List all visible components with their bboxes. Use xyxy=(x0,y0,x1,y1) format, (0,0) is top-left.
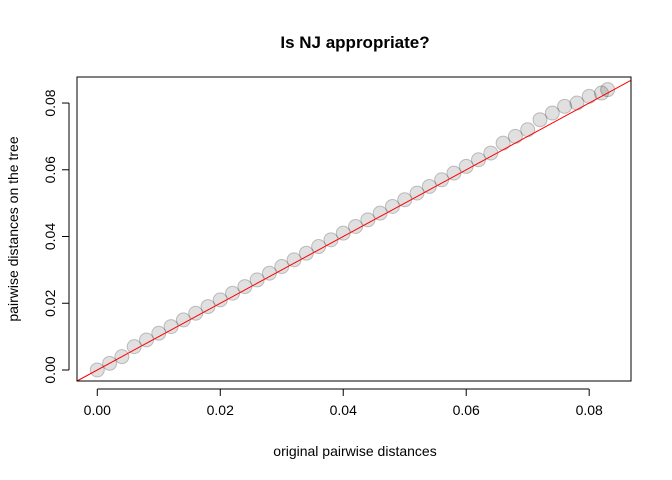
data-point xyxy=(212,292,228,308)
plot-frame xyxy=(76,76,632,382)
data-point xyxy=(421,178,437,194)
data-point xyxy=(225,285,241,301)
data-point xyxy=(471,152,487,168)
y-tick-label: 0.08 xyxy=(42,89,58,116)
data-point xyxy=(126,339,142,355)
data-point xyxy=(557,98,573,114)
data-point xyxy=(581,88,597,104)
x-tick-label: 0.02 xyxy=(207,402,234,418)
y-tick-label: 0.06 xyxy=(42,156,58,183)
data-point xyxy=(458,158,474,174)
data-point xyxy=(286,252,302,268)
y-tick-label: 0.02 xyxy=(42,289,58,316)
x-tick-label: 0.08 xyxy=(576,402,603,418)
data-point xyxy=(434,172,450,188)
data-point xyxy=(507,128,523,144)
data-point xyxy=(163,319,179,335)
points-layer xyxy=(89,82,616,378)
data-point xyxy=(544,105,560,121)
data-point xyxy=(483,145,499,161)
x-tick-label: 0.06 xyxy=(453,402,480,418)
data-point xyxy=(311,239,327,255)
data-point xyxy=(532,112,548,128)
data-point xyxy=(200,299,216,315)
data-point xyxy=(249,272,265,288)
data-point xyxy=(138,332,154,348)
data-point xyxy=(348,218,364,234)
data-point xyxy=(520,122,536,138)
data-point xyxy=(409,185,425,201)
data-point xyxy=(446,165,462,181)
y-axis: 0.00 0.02 0.04 0.06 0.08 xyxy=(42,89,70,384)
x-tick-label: 0.00 xyxy=(84,402,111,418)
data-point xyxy=(175,312,191,328)
data-point xyxy=(323,232,339,248)
data-point xyxy=(274,259,290,275)
data-point xyxy=(188,305,204,321)
data-point xyxy=(569,95,585,111)
reference-line xyxy=(76,79,632,382)
data-point xyxy=(397,192,413,208)
x-axis: 0.00 0.02 0.04 0.06 0.08 xyxy=(84,388,603,418)
data-point xyxy=(298,245,314,261)
x-tick-label: 0.04 xyxy=(330,402,357,418)
data-point xyxy=(151,325,167,341)
data-point xyxy=(600,82,616,98)
data-point xyxy=(360,212,376,228)
y-axis-label: pairwise distances on the tree xyxy=(5,136,21,321)
x-axis-label: original pairwise distances xyxy=(273,443,436,459)
y-tick-label: 0.00 xyxy=(42,356,58,383)
chart-title: Is NJ appropriate? xyxy=(280,33,429,52)
data-point xyxy=(261,265,277,281)
data-point xyxy=(335,225,351,241)
data-point xyxy=(384,198,400,214)
data-point xyxy=(495,135,511,151)
data-point xyxy=(372,205,388,221)
data-point xyxy=(237,279,253,295)
y-tick-label: 0.04 xyxy=(42,223,58,250)
